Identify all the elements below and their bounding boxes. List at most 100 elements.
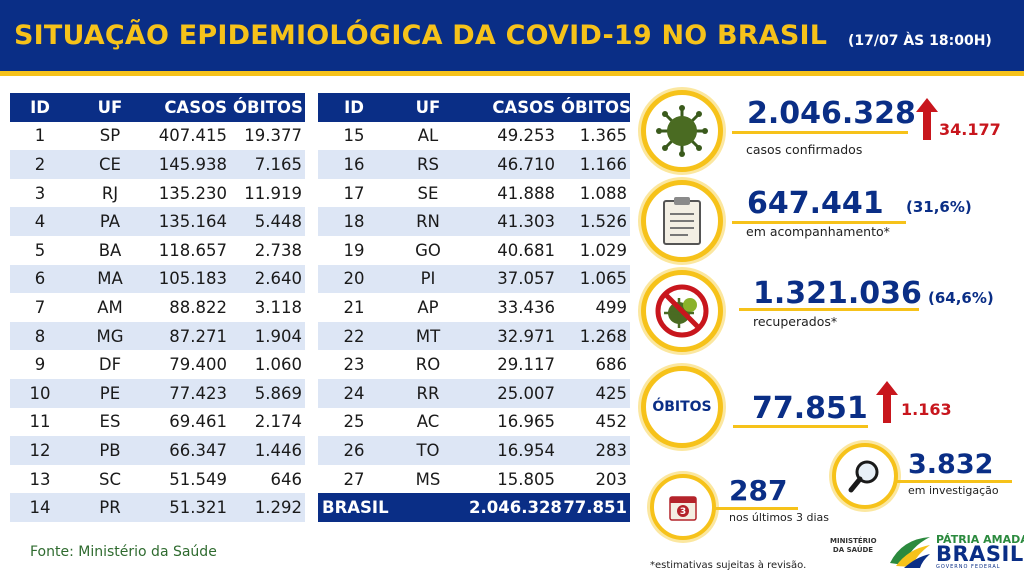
row-cases: 29.117 bbox=[466, 350, 558, 379]
table-row: 8 MG 87.271 1.904 bbox=[10, 321, 305, 351]
table-row: 18 RN 41.303 1.526 bbox=[318, 207, 630, 236]
virus-icon bbox=[656, 105, 708, 157]
investigation-value: 3.832 bbox=[908, 449, 994, 480]
table-header-row: ID UF CASOS ÓBITOS bbox=[10, 93, 305, 122]
row-uf: BA bbox=[70, 235, 150, 265]
row-cases: 407.415 bbox=[150, 121, 230, 151]
table-row: 25 AC 16.965 452 bbox=[318, 407, 630, 437]
row-id: 23 bbox=[318, 350, 390, 379]
row-deaths: 3.118 bbox=[230, 293, 305, 322]
table-row: 24 RR 25.007 425 bbox=[318, 378, 630, 408]
table-row: 17 SE 41.888 1.088 bbox=[318, 178, 630, 208]
col-header-deaths: ÓBITOS bbox=[558, 93, 631, 122]
row-deaths: 2.174 bbox=[230, 407, 305, 437]
row-deaths: 203 bbox=[558, 464, 630, 494]
deaths-value: 77.851 bbox=[752, 391, 868, 426]
table-row: 27 MS 15.805 203 bbox=[318, 464, 630, 494]
row-uf: AP bbox=[390, 293, 466, 322]
row-uf: AM bbox=[70, 293, 150, 322]
row-uf: RJ bbox=[70, 178, 150, 208]
table-row: 26 TO 16.954 283 bbox=[318, 436, 630, 465]
confirmed-delta: 34.177 bbox=[939, 120, 1001, 139]
row-id: 11 bbox=[10, 407, 70, 437]
row-uf: PB bbox=[70, 436, 150, 465]
col-header-cases: CASOS bbox=[466, 93, 558, 122]
row-id: 19 bbox=[318, 235, 390, 265]
row-id: 12 bbox=[10, 436, 70, 465]
table-row: 6 MA 105.183 2.640 bbox=[10, 264, 305, 294]
row-cases: 118.657 bbox=[150, 235, 230, 265]
row-deaths: 2.738 bbox=[230, 235, 305, 265]
row-deaths: 11.919 bbox=[230, 178, 305, 208]
row-deaths: 1.166 bbox=[558, 150, 630, 179]
header-banner: SITUAÇÃO EPIDEMIOLÓGICA DA COVID-19 NO B… bbox=[0, 0, 1024, 76]
col-header-deaths: ÓBITOS bbox=[230, 93, 305, 122]
row-cases: 145.938 bbox=[150, 150, 230, 179]
table-row: 4 PA 135.164 5.448 bbox=[10, 207, 305, 236]
investigation-circle bbox=[832, 443, 898, 509]
clipboard-icon bbox=[663, 197, 701, 245]
virus-prohibited-icon bbox=[655, 284, 709, 338]
table-row: 15 AL 49.253 1.365 bbox=[318, 121, 630, 151]
monitoring-underline bbox=[732, 221, 906, 224]
row-deaths: 452 bbox=[558, 407, 630, 437]
table-row: 3 RJ 135.230 11.919 bbox=[10, 178, 305, 208]
row-cases: 41.888 bbox=[466, 178, 558, 208]
row-deaths: 5.448 bbox=[230, 207, 305, 236]
row-deaths: 1.088 bbox=[558, 178, 630, 208]
row-uf: PI bbox=[390, 264, 466, 294]
row-cases: 41.303 bbox=[466, 207, 558, 236]
row-uf: SP bbox=[70, 121, 150, 151]
row-id: 21 bbox=[318, 293, 390, 322]
row-id: 18 bbox=[318, 207, 390, 236]
row-id: 4 bbox=[10, 207, 70, 236]
table-row: 16 RS 46.710 1.166 bbox=[318, 150, 630, 179]
country-text: BRASIL bbox=[936, 542, 1024, 566]
confirmed-label: casos confirmados bbox=[746, 142, 863, 157]
row-id: 15 bbox=[318, 121, 390, 151]
row-deaths: 1.292 bbox=[230, 493, 305, 522]
row-uf: AL bbox=[390, 121, 466, 151]
row-cases: 15.805 bbox=[466, 464, 558, 494]
table-row: 12 PB 66.347 1.446 bbox=[10, 436, 305, 465]
row-deaths: 1.904 bbox=[230, 321, 305, 351]
row-deaths: 5.869 bbox=[230, 378, 305, 408]
row-id: 1 bbox=[10, 121, 70, 151]
arrow-up-icon bbox=[876, 381, 898, 423]
row-id: 2 bbox=[10, 150, 70, 179]
row-uf: PR bbox=[70, 493, 150, 522]
table-row: 14 PR 51.321 1.292 bbox=[10, 493, 305, 522]
row-cases: 37.057 bbox=[466, 264, 558, 294]
table-row: 7 AM 88.822 3.118 bbox=[10, 293, 305, 322]
calendar-icon: 3 bbox=[669, 496, 697, 521]
row-deaths: 425 bbox=[558, 378, 630, 408]
source-text: Fonte: Ministério da Saúde bbox=[30, 544, 217, 560]
row-cases: 69.461 bbox=[150, 407, 230, 437]
row-id: 17 bbox=[318, 178, 390, 208]
row-uf: AC bbox=[390, 407, 466, 437]
row-uf: RS bbox=[390, 150, 466, 179]
col-header-cases: CASOS bbox=[150, 93, 230, 122]
recovered-circle bbox=[641, 270, 723, 352]
deaths-delta: 1.163 bbox=[901, 400, 952, 419]
ministry-label: MINISTÉRIO DA SAÚDE bbox=[830, 537, 877, 554]
row-cases: 135.164 bbox=[150, 207, 230, 236]
row-cases: 88.822 bbox=[150, 293, 230, 322]
report-datetime: (17/07 ÀS 18:00H) bbox=[848, 33, 992, 49]
row-id: 26 bbox=[318, 436, 390, 465]
states-table-right: ID UF CASOS ÓBITOS 15 AL 49.253 1.365 16 RS 46… bbox=[318, 93, 631, 522]
row-uf: DF bbox=[70, 350, 150, 379]
table-row: 19 GO 40.681 1.029 bbox=[318, 235, 630, 265]
investigation-underline bbox=[894, 480, 1012, 483]
row-id: 6 bbox=[10, 264, 70, 294]
last3days-underline bbox=[712, 507, 798, 510]
calendar-badge: 3 bbox=[680, 507, 686, 517]
row-uf: SE bbox=[390, 178, 466, 208]
row-deaths: 1.365 bbox=[558, 121, 630, 151]
col-header-id: ID bbox=[10, 93, 70, 122]
table-row: 11 ES 69.461 2.174 bbox=[10, 407, 305, 437]
table-row: 13 SC 51.549 646 bbox=[10, 464, 305, 494]
row-id: 22 bbox=[318, 321, 390, 351]
deaths-title: ÓBITOS bbox=[652, 399, 712, 415]
row-uf: CE bbox=[70, 150, 150, 179]
